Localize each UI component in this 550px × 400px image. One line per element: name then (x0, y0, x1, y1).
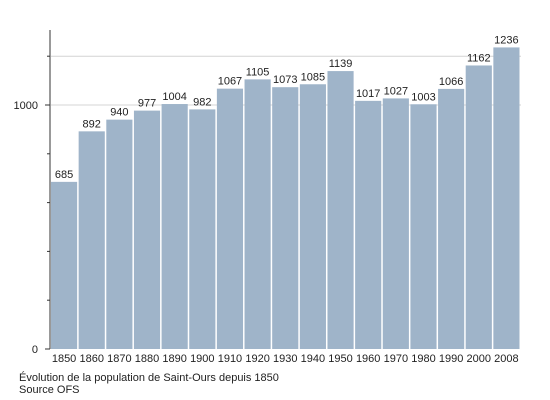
x-tick-label: 1890 (162, 353, 186, 365)
x-tick-label: 1960 (356, 353, 380, 365)
x-tick-label: 1970 (384, 353, 408, 365)
bar (51, 181, 78, 349)
data-label: 1004 (162, 91, 186, 103)
bar (493, 47, 520, 349)
bar (410, 104, 437, 349)
x-tick-label: 1920 (245, 353, 269, 365)
data-label: 1236 (494, 34, 518, 46)
x-tick-label: 1940 (301, 353, 325, 365)
x-tick-label: 1980 (411, 353, 435, 365)
bar (382, 98, 409, 349)
x-tick-label: 1910 (218, 353, 242, 365)
data-label: 1073 (273, 74, 297, 86)
data-label: 1105 (246, 66, 270, 78)
y-tick-label: 0 (32, 344, 38, 356)
bar (189, 109, 216, 349)
x-tick-label: 1880 (135, 353, 159, 365)
bar (355, 100, 382, 350)
x-tick-label: 2008 (494, 353, 518, 365)
data-label: 1139 (329, 58, 353, 70)
x-tick-label: 2000 (467, 353, 491, 365)
data-label: 1066 (439, 76, 463, 88)
data-label: 685 (55, 169, 73, 181)
bar (216, 88, 244, 349)
data-label: 982 (193, 96, 211, 108)
y-tick-label: 1000 (14, 100, 38, 112)
data-label: 977 (138, 98, 156, 110)
data-label: 1027 (384, 85, 408, 97)
bar (106, 119, 133, 349)
bar (465, 65, 492, 350)
bar (161, 104, 188, 349)
data-label: 940 (110, 107, 128, 119)
bar (244, 79, 271, 349)
data-label: 1003 (411, 91, 435, 103)
chart-caption: Évolution de la population de Saint-Ours… (19, 372, 279, 384)
data-label: 1162 (467, 52, 491, 64)
bar (272, 87, 299, 350)
x-tick-label: 1870 (107, 353, 131, 365)
x-axis-labels: 1850 1860 1870 1880 1890 1900 1910 1920 1930 1940… (52, 353, 519, 365)
data-label: 1067 (218, 76, 242, 88)
y-axis: 0 1000 (14, 30, 51, 356)
bar (327, 71, 354, 350)
data-label: 1017 (356, 88, 380, 100)
bars (51, 47, 520, 350)
x-tick-label: 1930 (273, 353, 297, 365)
chart-source: Source OFS (19, 384, 80, 396)
x-tick-label: 1990 (439, 353, 463, 365)
bar (78, 131, 105, 349)
x-tick-label: 1950 (328, 353, 352, 365)
bar (438, 88, 465, 350)
bar (299, 84, 326, 349)
x-tick-label: 1900 (190, 353, 214, 365)
x-tick-label: 1860 (79, 353, 103, 365)
data-label: 892 (83, 118, 101, 130)
data-label: 1085 (301, 71, 325, 83)
x-tick-label: 1850 (52, 353, 76, 365)
bar (133, 110, 161, 349)
